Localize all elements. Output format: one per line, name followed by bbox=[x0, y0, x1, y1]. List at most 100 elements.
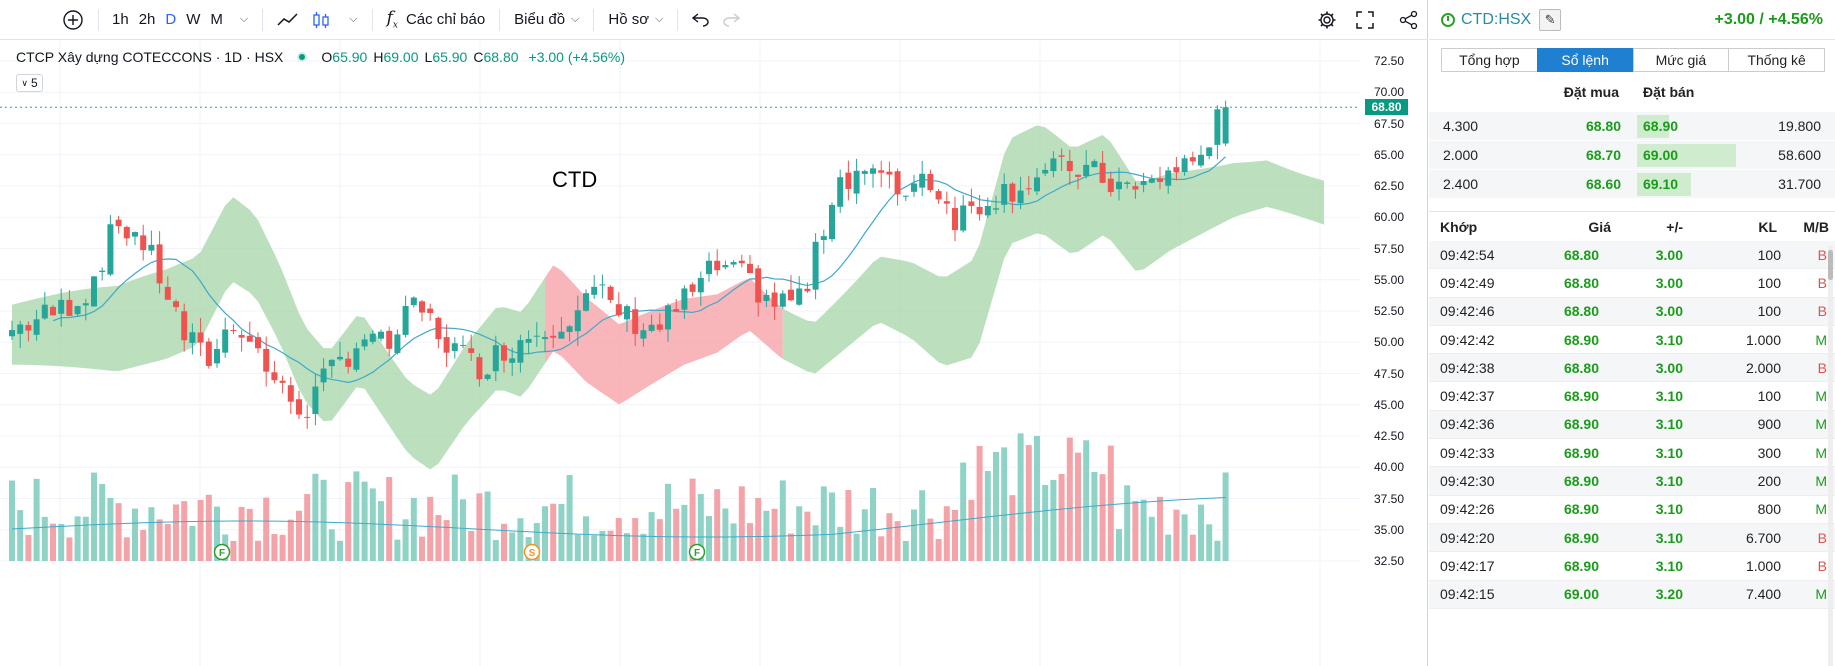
tab-3[interactable]: Thống kê bbox=[1728, 48, 1825, 72]
volume-bar bbox=[468, 530, 475, 561]
trade-row[interactable]: 09:42:54 68.80 3.00 100 B bbox=[1429, 241, 1835, 270]
candle-body bbox=[222, 329, 229, 353]
profile-menu-button[interactable]: Hồ sơ ⌵ bbox=[602, 0, 669, 40]
candle-body bbox=[599, 284, 606, 286]
trade-row[interactable]: 09:42:37 68.90 3.10 100 M bbox=[1429, 382, 1835, 411]
trade-row[interactable]: 09:42:42 68.90 3.10 1.000 M bbox=[1429, 326, 1835, 355]
trade-price: 68.80 bbox=[1563, 303, 1599, 320]
line-chart-button[interactable] bbox=[271, 0, 305, 40]
volume-bar bbox=[82, 516, 89, 561]
trade-row[interactable]: 09:42:46 68.80 3.00 100 B bbox=[1429, 297, 1835, 326]
bid-volume: 2.000 bbox=[1443, 147, 1479, 163]
trade-row[interactable]: 09:42:33 68.90 3.10 300 M bbox=[1429, 439, 1835, 468]
volume-bar bbox=[615, 517, 622, 561]
chart-type-dropdown[interactable]: ⌵ bbox=[337, 0, 363, 40]
trade-side: B bbox=[1817, 557, 1827, 574]
trade-row[interactable]: 09:42:30 68.90 3.10 200 M bbox=[1429, 467, 1835, 496]
volume-bar bbox=[386, 477, 393, 561]
interval-d[interactable]: D bbox=[165, 11, 177, 28]
trade-volume: 100 bbox=[1757, 246, 1781, 263]
indicators-button[interactable]: fx Các chỉ báo bbox=[381, 0, 492, 40]
candle-body bbox=[558, 331, 565, 339]
volume-bar bbox=[550, 503, 557, 561]
candle-body bbox=[1222, 107, 1229, 144]
trade-price: 68.90 bbox=[1563, 416, 1599, 433]
trade-row[interactable]: 09:42:38 68.80 3.00 2.000 B bbox=[1429, 354, 1835, 383]
edit-symbol-button[interactable]: ✎ bbox=[1539, 8, 1562, 31]
volume-bar bbox=[689, 478, 696, 561]
fullscreen-button[interactable] bbox=[1346, 0, 1384, 40]
orderbook-row[interactable]: 2.000 68.70 69.00 58.600 bbox=[1429, 141, 1835, 170]
tab-1[interactable]: Sổ lệnh bbox=[1536, 48, 1633, 72]
volume-bar bbox=[304, 494, 311, 561]
legend-title: CTCP Xây dựng COTECCONS · 1D · HSX bbox=[16, 49, 284, 65]
interval-m[interactable]: M bbox=[210, 11, 223, 28]
candle-body bbox=[386, 330, 393, 349]
trades-scrollbar[interactable] bbox=[1828, 246, 1833, 666]
candle-body bbox=[337, 356, 343, 360]
volume-bar bbox=[1124, 485, 1131, 561]
candle-body bbox=[279, 380, 286, 383]
bearish-cloud bbox=[545, 265, 783, 405]
matched-time-header: Khớp bbox=[1440, 218, 1478, 235]
add-symbol-button[interactable] bbox=[56, 0, 90, 40]
tab-2[interactable]: Mức giá bbox=[1632, 48, 1729, 72]
candle-body bbox=[246, 335, 253, 342]
orderbook-row[interactable]: 4.300 68.80 68.90 19.800 bbox=[1429, 112, 1835, 141]
toolbar-divider bbox=[262, 8, 264, 31]
volume-bar bbox=[115, 503, 122, 561]
indicator-collapse-button[interactable]: ∨ 5 bbox=[16, 74, 43, 92]
volume-bar bbox=[960, 462, 967, 561]
interval-w[interactable]: W bbox=[186, 11, 201, 28]
candle-body bbox=[697, 277, 704, 293]
orderbook-row[interactable]: 2.400 68.60 69.10 31.700 bbox=[1429, 170, 1835, 199]
tab-0[interactable]: Tổng hợp bbox=[1441, 48, 1537, 72]
trade-row[interactable]: 09:42:36 68.90 3.10 900 M bbox=[1429, 410, 1835, 440]
interval-2h[interactable]: 2h bbox=[138, 11, 156, 28]
volume-bar bbox=[533, 523, 540, 561]
interval-1h[interactable]: 1h bbox=[112, 11, 129, 28]
trade-row[interactable]: 09:42:26 68.90 3.10 800 M bbox=[1429, 496, 1835, 524]
trade-row[interactable]: 09:42:20 68.90 3.10 6.700 B bbox=[1429, 523, 1835, 553]
candle-chart-button[interactable] bbox=[305, 0, 337, 40]
volume-bar bbox=[230, 540, 237, 561]
volume-bar bbox=[402, 519, 409, 561]
settings-button[interactable] bbox=[1308, 0, 1346, 40]
matched-trades[interactable]: 09:42:54 68.80 3.00 100 B 09:42:49 68.80 3.00 10… bbox=[1429, 241, 1835, 609]
event-marker bbox=[213, 543, 231, 561]
candle-body bbox=[829, 204, 835, 240]
candle-body bbox=[74, 306, 81, 315]
chart-area[interactable]: F S F CTCP Xây dựng COTECCONS · 1D · HSX O… bbox=[0, 41, 1427, 666]
redo-button[interactable] bbox=[716, 0, 746, 40]
volume-bar bbox=[1034, 435, 1040, 561]
symbol-name[interactable]: CTD:HSX bbox=[1441, 11, 1531, 29]
price-tick-label: 47.50 bbox=[1374, 366, 1405, 381]
legend-close-label: C bbox=[473, 49, 484, 65]
trade-change: 3.10 bbox=[1655, 557, 1683, 574]
candle-body bbox=[1198, 154, 1204, 166]
undo-button[interactable] bbox=[686, 0, 716, 40]
chart-menu-button[interactable]: Biểu đồ ⌵ bbox=[508, 0, 585, 40]
trade-row[interactable]: 09:42:17 68.90 3.10 1.000 B bbox=[1429, 552, 1835, 581]
candle-body bbox=[501, 345, 507, 361]
candle-body bbox=[484, 374, 491, 379]
chevron-down-icon: ⌵ bbox=[349, 13, 358, 25]
volume-bar bbox=[353, 471, 360, 561]
interval-dropdown[interactable]: ⌵ bbox=[228, 0, 254, 40]
trade-row[interactable]: 09:42:49 68.80 3.00 100 B bbox=[1429, 269, 1835, 298]
volume-bar bbox=[1001, 447, 1008, 561]
trade-price: 68.90 bbox=[1563, 388, 1599, 405]
price-tick-label: 45.00 bbox=[1374, 397, 1405, 412]
ask-volume-bar bbox=[1637, 115, 1669, 138]
candle-body bbox=[476, 357, 483, 380]
share-button[interactable] bbox=[1390, 0, 1428, 40]
candle-body bbox=[451, 343, 458, 352]
candle-body bbox=[115, 219, 122, 227]
price-scale[interactable]: 72.50 70.00 67.50 65.00 62.50 60.00 57.50 55.00… bbox=[1360, 41, 1427, 666]
chart-pane[interactable]: 1h 2h D W M ⌵ ⌵ fx Các chỉ báo bbox=[0, 0, 1428, 666]
matched-side-header: M/B bbox=[1803, 218, 1829, 235]
candle-body bbox=[173, 301, 179, 308]
candle-body bbox=[492, 345, 499, 372]
trade-row[interactable]: 09:42:15 69.00 3.20 7.400 M bbox=[1429, 580, 1835, 609]
